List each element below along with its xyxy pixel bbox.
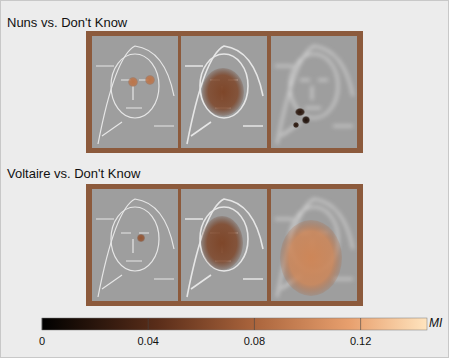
line-art	[275, 46, 353, 144]
strokes	[185, 66, 263, 136]
features	[300, 80, 328, 108]
face-outline	[111, 54, 159, 118]
mi-blob	[293, 122, 299, 128]
face-outline	[200, 54, 248, 118]
image-bg	[181, 36, 267, 148]
image	[92, 189, 178, 301]
image	[181, 189, 267, 301]
background	[1, 1, 449, 358]
strokes	[275, 66, 353, 136]
mi-blob	[280, 220, 342, 296]
mi-blob	[145, 75, 155, 85]
features	[121, 233, 149, 261]
frame	[86, 31, 363, 153]
line-art	[96, 46, 174, 144]
mi-blob	[137, 234, 145, 242]
face-outline	[200, 207, 248, 271]
colorbar-label: MI	[429, 316, 443, 330]
image-bg	[181, 189, 267, 301]
image	[92, 36, 178, 148]
image	[271, 189, 357, 301]
mi-blob	[302, 116, 310, 124]
panel-title: Voltaire vs. Don't Know	[7, 166, 141, 181]
image-bg	[92, 36, 178, 148]
mi-blob	[202, 68, 244, 116]
image	[181, 36, 267, 148]
strokes	[96, 66, 174, 136]
arch	[98, 46, 174, 144]
arch	[187, 46, 263, 144]
mi-blob	[201, 216, 243, 270]
colorbar-tick-label: 0.08	[244, 335, 265, 347]
image-bg	[271, 36, 357, 148]
image	[271, 36, 357, 148]
arch	[277, 199, 353, 297]
colorbar-tick	[360, 318, 361, 330]
arch	[98, 199, 174, 297]
line-art	[275, 199, 353, 297]
line-art	[185, 199, 263, 297]
line-art	[185, 46, 263, 144]
colorbar-tick-label: 0.12	[350, 335, 371, 347]
panel-title: Nuns vs. Don't Know	[7, 15, 128, 30]
face-outline	[111, 207, 159, 271]
colorbar-tick	[254, 318, 255, 330]
colorbar	[42, 318, 427, 330]
colorbar-tick-label: 0	[39, 335, 45, 347]
face-outline	[290, 54, 338, 118]
colorbar-tick	[42, 318, 43, 330]
arch	[277, 46, 353, 144]
line-art	[96, 199, 174, 297]
colorbar-tick-label: 0.04	[137, 335, 158, 347]
image-bg	[271, 189, 357, 301]
arch	[187, 199, 263, 297]
mi-blob	[128, 77, 138, 87]
mi-blob	[295, 108, 305, 116]
frame	[86, 184, 363, 306]
strokes	[96, 219, 174, 289]
colorbar-tick	[148, 318, 149, 330]
image-bg	[92, 189, 178, 301]
